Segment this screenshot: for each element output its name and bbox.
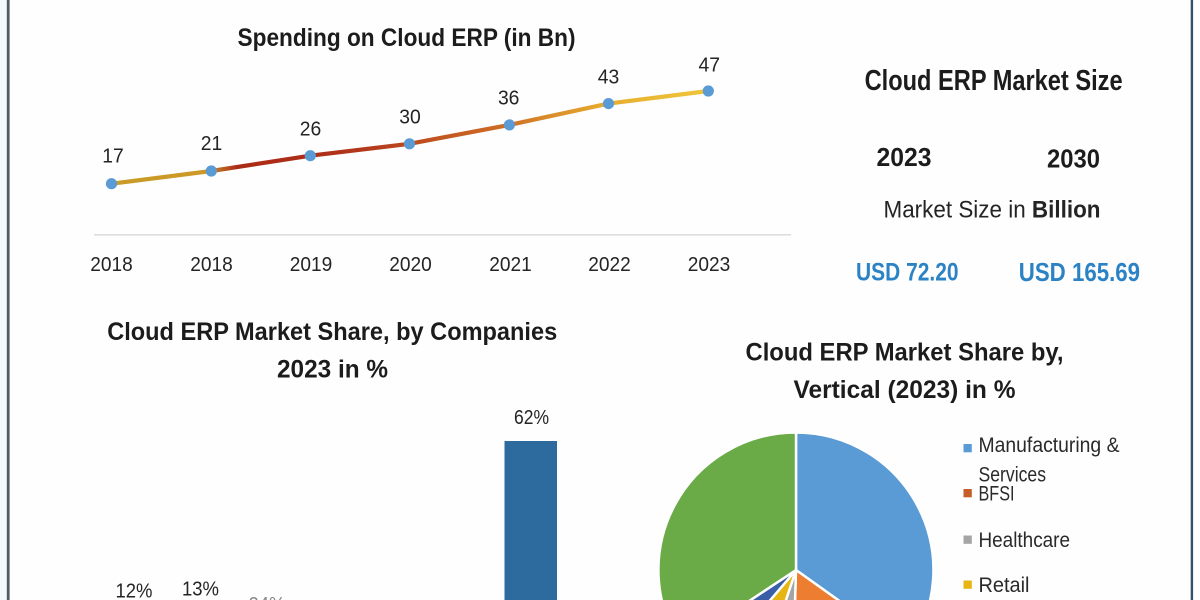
svg-text:USD 165.69: USD 165.69	[1019, 259, 1140, 287]
svg-text:BFSI: BFSI	[979, 483, 1015, 506]
svg-text:47: 47	[699, 55, 721, 77]
svg-text:43: 43	[598, 67, 620, 89]
svg-text:36: 36	[498, 88, 520, 110]
svg-text:2023 in %: 2023 in %	[277, 356, 388, 384]
svg-text:Retail: Retail	[979, 574, 1030, 597]
svg-text:2018: 2018	[190, 254, 233, 276]
svg-text:2018: 2018	[90, 254, 133, 276]
svg-text:30: 30	[399, 107, 421, 129]
svg-text:24%: 24%	[249, 594, 286, 600]
svg-text:Spending on Cloud ERP (in Bn): Spending on Cloud ERP (in Bn)	[238, 24, 576, 52]
svg-text:17: 17	[102, 146, 124, 168]
svg-text:2030: 2030	[1047, 146, 1100, 174]
svg-text:12%: 12%	[116, 581, 153, 600]
svg-text:Vertical (2023) in %: Vertical (2023) in %	[794, 376, 1016, 404]
svg-text:2022: 2022	[588, 254, 631, 276]
svg-text:2023: 2023	[688, 254, 731, 276]
svg-text:Cloud ERP Market Share by,: Cloud ERP Market Share by,	[746, 339, 1064, 367]
svg-text:21: 21	[201, 133, 223, 155]
svg-text:Cloud ERP Market Size: Cloud ERP Market Size	[865, 65, 1123, 97]
svg-text:Services: Services	[979, 464, 1047, 487]
svg-text:Manufacturing &: Manufacturing &	[979, 434, 1120, 457]
svg-text:26: 26	[300, 119, 322, 141]
svg-text:2023: 2023	[877, 144, 932, 172]
svg-text:62%: 62%	[514, 407, 549, 429]
svg-text:Healthcare: Healthcare	[979, 529, 1071, 552]
svg-text:2021: 2021	[489, 254, 532, 276]
svg-text:Market Size in Billion: Market Size in Billion	[884, 197, 1101, 224]
svg-text:2019: 2019	[290, 254, 333, 276]
svg-text:2020: 2020	[389, 254, 432, 276]
svg-text:USD 72.20: USD 72.20	[856, 259, 959, 287]
svg-text:Cloud ERP Market Share, by Com: Cloud ERP Market Share, by Companies	[107, 318, 557, 346]
svg-text:13%: 13%	[182, 579, 219, 600]
